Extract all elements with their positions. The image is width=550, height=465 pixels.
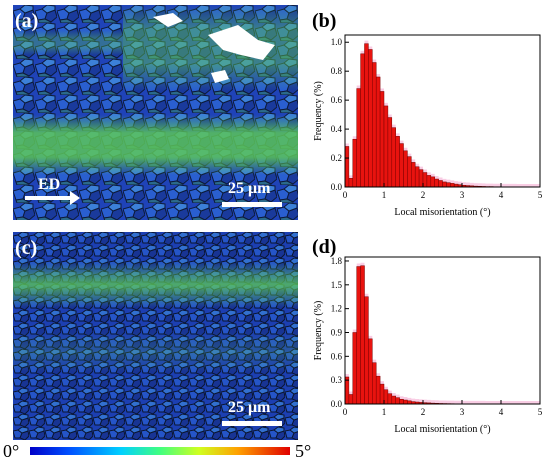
scale-label-a: 25 μm: [228, 180, 271, 197]
x-tick-label: 2: [421, 190, 426, 200]
plot-frame: [344, 256, 541, 405]
histogram-bar: [383, 105, 389, 188]
histogram-bar: [352, 332, 357, 405]
y-tick-label: 0.0: [331, 399, 343, 409]
histogram-bar: [411, 162, 416, 188]
scale-bar-c: [222, 421, 282, 426]
misorientation-map-a: [13, 5, 298, 220]
x-tick-label: 3: [460, 190, 465, 200]
y-axis-label: Frequency (%): [313, 81, 324, 141]
x-tick-label: 5: [538, 190, 543, 200]
direction-arrow-head: [70, 191, 80, 205]
x-tick-label: 3: [460, 407, 465, 417]
histogram-bar: [403, 399, 408, 405]
panel-label-a: (a): [15, 10, 39, 32]
colorbar-max-label: 5°: [295, 441, 312, 461]
y-tick-label: 0.6: [331, 95, 343, 105]
histogram-bar: [446, 182, 451, 188]
histogram-bar: [395, 397, 400, 405]
histogram-bar: [348, 178, 354, 188]
histogram-bar: [399, 143, 404, 188]
histogram-bar: [426, 175, 432, 188]
y-tick-label: 0.4: [331, 124, 343, 134]
y-tick-label: 0.2: [331, 153, 342, 163]
x-tick-label: 1: [382, 190, 387, 200]
y-tick-label: 1.8: [331, 256, 343, 266]
histogram-bar: [414, 166, 420, 188]
colorbar-min-label: 0°: [3, 441, 20, 461]
histogram-bar: [438, 180, 443, 188]
histogram-bar: [360, 53, 365, 188]
panel-label-c: (c): [15, 237, 38, 259]
histogram-bar: [356, 266, 361, 405]
histogram-bar: [368, 338, 373, 405]
scale-bar-a: [222, 202, 282, 207]
histogram-bar: [372, 62, 377, 188]
panel-label-b: (b): [312, 10, 337, 32]
y-tick-label: 0.8: [331, 66, 343, 76]
x-tick-label: 0: [343, 190, 348, 200]
histogram-bar: [383, 389, 389, 405]
histogram-bar: [430, 176, 435, 188]
histogram-bar: [352, 138, 357, 188]
histogram-bar: [395, 136, 400, 188]
y-tick-label: 1.2: [331, 304, 342, 314]
misorientation-map-c: [13, 232, 298, 440]
y-tick-label: 0.6: [331, 351, 343, 361]
histogram-bar: [403, 150, 408, 188]
x-axis-label: Local misorientation (°): [394, 424, 490, 435]
x-tick-label: 4: [499, 407, 504, 417]
histogram-bar: [344, 146, 350, 188]
y-tick-label: 0.3: [331, 375, 343, 385]
x-axis-label: Local misorientation (°): [394, 207, 490, 218]
histogram-bar: [375, 375, 381, 405]
histogram-bar: [434, 178, 439, 188]
x-tick-label: 1: [382, 407, 387, 417]
panel-label-d: (d): [312, 236, 337, 258]
histogram-bar: [399, 398, 404, 405]
histogram-bar: [360, 265, 365, 405]
histogram-bar: [387, 393, 393, 405]
histogram-bar: [442, 181, 447, 188]
y-tick-label: 1.0: [331, 37, 343, 47]
histogram-bar: [387, 117, 393, 188]
histogram-bar: [379, 91, 385, 188]
color-gradient: [30, 447, 290, 455]
histogram-b: 0 1 2 3 4 5 0.0 0.2 0.4 0.6 0.8 1.0 Local misorienta…: [313, 34, 543, 218]
y-axis-label: Frequency (%): [313, 301, 324, 361]
histogram-bar: [407, 156, 412, 188]
histogram-bar: [391, 127, 396, 188]
x-tick-label: 2: [421, 407, 426, 417]
direction-arrow: [25, 196, 73, 200]
plot-frame: [344, 34, 541, 188]
histogram-bar: [344, 376, 350, 405]
histogram-bar: [348, 394, 354, 405]
color-scale-bar: [30, 447, 290, 455]
histogram-bar: [450, 183, 455, 188]
histogram-bar: [356, 88, 361, 188]
histogram-d: 0 1 2 3 4 5 0.0 0.3 0.6 0.9 1.2 1.5 1.8 Local misorie…: [313, 256, 543, 435]
histogram-bar: [368, 49, 373, 188]
x-tick-label: 4: [499, 190, 504, 200]
x-tick-label: 0: [343, 407, 348, 417]
histogram-bar: [418, 169, 424, 188]
histogram-bar: [391, 395, 396, 405]
x-tick-label: 5: [538, 407, 543, 417]
histogram-bar: [364, 296, 369, 405]
histogram-bar: [375, 76, 381, 188]
scale-label-c: 25 μm: [228, 399, 271, 416]
y-tick-label: 0.0: [331, 182, 343, 192]
direction-label: ED: [38, 176, 61, 193]
histogram-bar: [364, 43, 369, 188]
histogram-bar: [422, 172, 428, 188]
histogram-bar: [372, 362, 377, 405]
histogram-bar: [379, 383, 385, 405]
y-tick-label: 0.9: [331, 327, 343, 337]
y-tick-label: 1.5: [331, 280, 343, 290]
